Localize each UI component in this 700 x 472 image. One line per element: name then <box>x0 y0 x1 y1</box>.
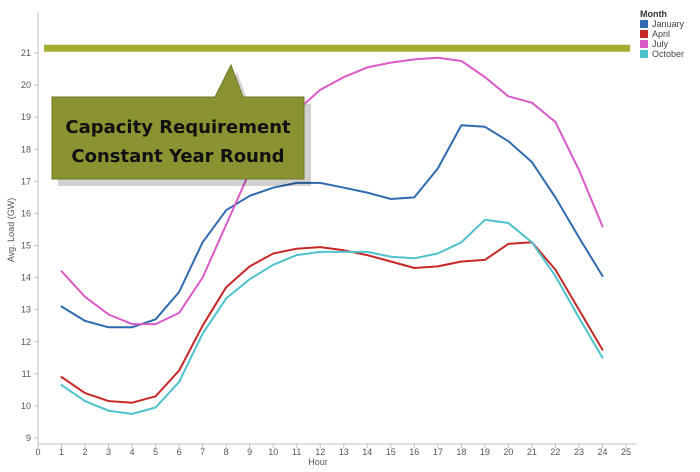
x-tick-label: 5 <box>153 447 158 457</box>
y-tick-label: 20 <box>21 80 31 90</box>
y-tick-label: 9 <box>26 433 31 443</box>
x-tick-label: 17 <box>433 447 443 457</box>
x-tick-label: 20 <box>503 447 513 457</box>
x-tick-label: 13 <box>339 447 349 457</box>
x-tick-label: 0 <box>35 447 40 457</box>
x-tick-label: 1 <box>59 447 64 457</box>
legend-label-january: January <box>652 19 685 29</box>
y-tick-labels: 9 10 11 12 13 14 15 16 17 18 19 20 21 <box>21 48 38 443</box>
x-tick-label: 10 <box>268 447 278 457</box>
callout-line-1: Capacity Requirement <box>65 117 291 138</box>
y-tick-label: 14 <box>21 273 31 283</box>
x-tick-label: 22 <box>550 447 560 457</box>
y-tick-label: 12 <box>21 337 31 347</box>
series-line-april <box>60 241 604 404</box>
x-tick-label: 7 <box>200 447 205 457</box>
x-tick-label: 19 <box>480 447 490 457</box>
y-tick-label: 19 <box>21 112 31 122</box>
callout-box <box>51 63 305 180</box>
series-line-july <box>60 56 604 326</box>
legend-title: Month <box>640 9 667 19</box>
x-tick-label: 15 <box>386 447 396 457</box>
x-tick-label: 23 <box>574 447 584 457</box>
legend-swatch-july <box>640 40 648 48</box>
y-tick-label: 13 <box>21 305 31 315</box>
y-tick-label: 17 <box>21 176 31 186</box>
legend-swatch-october <box>640 50 648 58</box>
x-tick-label: 25 <box>621 447 631 457</box>
series-line-january <box>60 124 604 329</box>
x-axis-title: Hour <box>308 457 328 467</box>
y-tick-label: 15 <box>21 241 31 251</box>
x-tick-labels: 0 1 2 3 4 5 6 7 8 9 10 11 12 13 14 15 16 17 18 19 20 21 22 23 24… <box>35 444 631 457</box>
x-tick-label: 9 <box>247 447 252 457</box>
x-tick-label: 8 <box>224 447 229 457</box>
series-line-october <box>60 218 604 415</box>
x-tick-label: 2 <box>83 447 88 457</box>
x-tick-label: 24 <box>597 447 607 457</box>
x-tick-label: 6 <box>177 447 182 457</box>
x-tick-label: 16 <box>409 447 419 457</box>
x-tick-label: 14 <box>362 447 372 457</box>
y-tick-label: 10 <box>21 401 31 411</box>
legend-label-october: October <box>652 49 684 59</box>
y-tick-label: 16 <box>21 208 31 218</box>
y-tick-label: 18 <box>21 144 31 154</box>
series-lines <box>60 56 604 415</box>
y-axis-title: Avg. Load (GW) <box>6 198 16 262</box>
legend-label-july: July <box>652 39 669 49</box>
y-tick-label: 21 <box>21 48 31 58</box>
callout-line-2: Constant Year Round <box>71 146 284 167</box>
y-tick-label: 11 <box>22 369 31 379</box>
x-tick-label: 4 <box>130 447 135 457</box>
x-tick-label: 3 <box>106 447 111 457</box>
x-tick-label: 18 <box>456 447 466 457</box>
x-tick-label: 12 <box>315 447 325 457</box>
x-tick-label: 11 <box>292 447 301 457</box>
capacity-callout: Capacity Requirement Constant Year Round <box>51 63 311 186</box>
legend-swatch-april <box>640 30 648 38</box>
legend-label-april: April <box>652 29 670 39</box>
legend-swatch-january <box>640 20 648 28</box>
x-tick-label: 21 <box>527 447 537 457</box>
